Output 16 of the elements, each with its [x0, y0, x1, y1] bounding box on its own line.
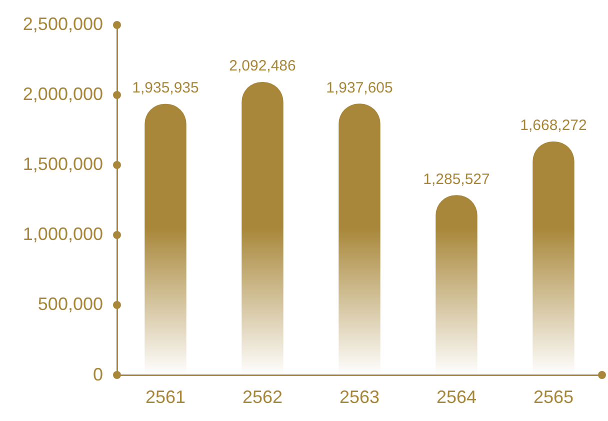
data-label: 2,092,486	[229, 58, 296, 75]
y-tick-label: 2,500,000	[22, 14, 103, 34]
x-tick-label: 2565	[533, 387, 574, 408]
y-tick-label: 1,000,000	[22, 224, 103, 244]
data-label: 1,668,272	[520, 117, 587, 134]
y-tick-label: 1,500,000	[22, 154, 103, 174]
y-tick-label: 2,000,000	[22, 84, 103, 104]
data-label: 1,285,527	[423, 170, 490, 188]
y-tick-label: 500,000	[38, 294, 103, 314]
data-label: 1,937,605	[326, 79, 393, 96]
x-tick-label: 2563	[339, 387, 380, 408]
x-tick-label: 2561	[145, 387, 186, 408]
x-tick-label: 2562	[242, 387, 283, 408]
y-tick-label: 0	[92, 364, 103, 384]
data-label: 1,935,935	[132, 80, 199, 97]
x-tick-label: 2564	[436, 387, 477, 408]
